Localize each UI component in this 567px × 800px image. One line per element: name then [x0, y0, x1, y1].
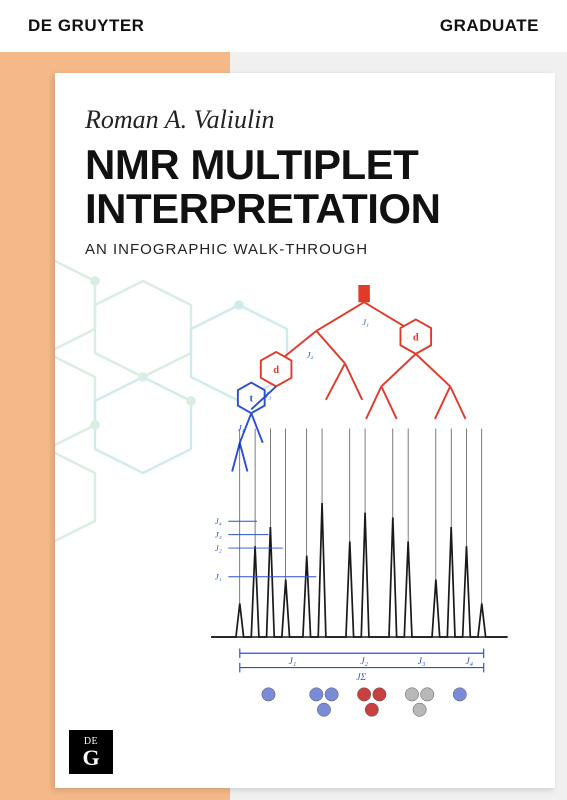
logo-bottom: G — [82, 747, 99, 769]
svg-text:J₁: J₁ — [289, 656, 297, 667]
header-bar: DE GRUYTER GRADUATE — [0, 0, 567, 52]
publisher-name: DE GRUYTER — [28, 16, 144, 36]
title-line-1: NMR MULTIPLET — [85, 141, 418, 188]
svg-text:d: d — [273, 365, 279, 376]
svg-text:J₄: J₄ — [238, 422, 245, 432]
series-name: GRADUATE — [440, 16, 539, 36]
svg-text:J₃: J₃ — [265, 390, 272, 400]
svg-text:J₂: J₂ — [215, 543, 222, 553]
svg-text:J₁: J₁ — [362, 317, 369, 327]
book-subtitle: AN INFOGRAPHIC WALK-THROUGH — [85, 241, 368, 258]
svg-text:J₃: J₃ — [215, 530, 222, 540]
publisher-logo: DE G — [69, 730, 113, 774]
svg-text:J₁: J₁ — [215, 572, 222, 582]
svg-text:J₂: J₂ — [360, 656, 368, 667]
svg-text:J₃: J₃ — [418, 656, 426, 667]
author-name: Roman A. Valiulin — [85, 105, 274, 135]
svg-text:t: t — [250, 394, 254, 405]
title-line-2: INTERPRETATION — [85, 185, 440, 232]
front-cover: Roman A. Valiulin NMR MULTIPLET INTERPRE… — [55, 73, 555, 788]
svg-text:J₄: J₄ — [215, 516, 222, 526]
svg-text:JΣ: JΣ — [356, 672, 366, 683]
svg-text:J₂: J₂ — [307, 350, 314, 360]
svg-text:d: d — [413, 332, 419, 343]
splitting-diagram: d d t J₁ J₂ J₃ J₄ J₄ J₃ J₂ J₁ — [155, 285, 535, 725]
svg-text:J₄: J₄ — [466, 656, 474, 667]
book-title: NMR MULTIPLET INTERPRETATION — [85, 143, 440, 231]
